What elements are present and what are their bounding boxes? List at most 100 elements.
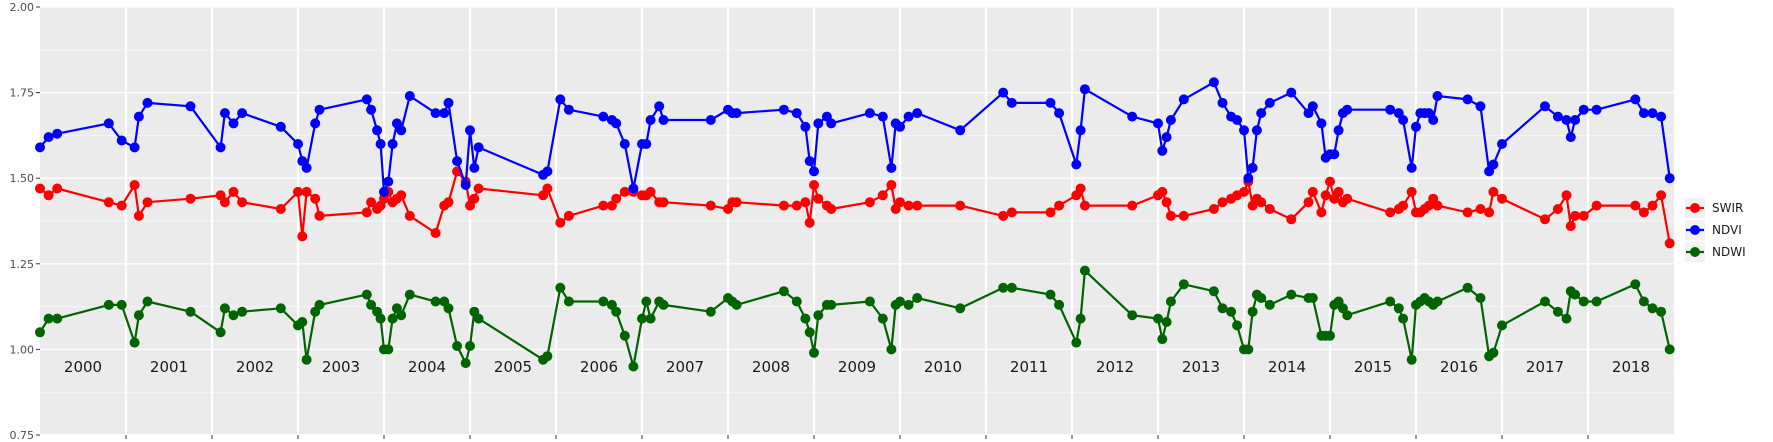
ndvi-data-point [654,101,665,112]
swir-data-point [877,190,888,201]
ndwi-data-point [142,296,153,307]
swir-data-point [1264,204,1275,214]
swir-data-point [1161,197,1172,208]
ndwi-data-point [1127,310,1138,321]
ndwi-data-point [1208,286,1219,297]
swir-data-point [1239,186,1249,197]
swir-data-point [473,183,484,194]
ndwi-data-point [1488,347,1499,358]
ndvi-data-point [628,183,639,194]
ndwi-data-point [383,344,394,355]
ndwi-data-point [1342,310,1353,321]
swir-data-point [1462,207,1473,218]
ndwi-data-point [43,313,54,324]
ndwi-data-point [1079,265,1090,276]
ndvi-data-point [1428,115,1439,125]
swir-data-point [1475,204,1486,214]
swir-data-point [469,193,480,204]
ndvi-data-point [658,115,669,125]
ndwi-data-point [1217,303,1228,314]
year-label: 2012 [1096,358,1134,376]
ndwi-data-point [1393,303,1404,314]
ndwi-data-point [1497,320,1507,331]
swir-data-point [1075,183,1086,194]
swir-data-point [998,210,1009,221]
ndwi-data-point [301,354,312,365]
ndvi-data-point [1045,97,1056,108]
swir-data-point [219,197,230,208]
swir-data-point [103,197,114,208]
year-label: 2002 [236,358,274,376]
ndwi-data-point [1325,330,1335,341]
swir-data-point [1342,193,1353,204]
ndvi-data-point [1316,118,1327,129]
ndwi-data-point [912,293,923,303]
ndvi-data-point [443,97,454,108]
swir-data-point [1286,214,1297,225]
ndwi-data-point [731,299,742,310]
swir-data-point [1054,200,1065,211]
ndwi-data-point [473,313,484,324]
swir-data-point [813,193,824,204]
ndwi-data-point [1664,344,1675,355]
swir-data-point [912,200,923,211]
legend: SWIR NDVI NDWI [1685,198,1746,262]
ndvi-data-point [1232,115,1243,125]
ndwi-data-point [430,296,441,307]
ndvi-legend-label: NDVI [1712,223,1742,237]
ndwi-data-point [375,313,386,324]
ndvi-data-point [1071,159,1082,170]
ndwi-data-point [641,296,652,307]
ndvi-data-point [275,121,286,132]
ndwi-data-point [804,327,815,338]
y-tick-label: 2.00 [10,1,35,14]
swir-data-point [886,180,897,190]
swir-data-point [1217,197,1228,208]
year-label: 2017 [1526,358,1564,376]
swir-data-point [404,210,415,221]
ndwi-data-point [645,313,656,324]
ndvi-data-point [903,111,914,122]
ndwi-data-point [1153,313,1163,324]
ndvi-data-point [1342,104,1353,115]
year-label: 2018 [1612,358,1650,376]
swir-data-point [1303,197,1314,208]
ndvi-data-point [1307,101,1318,112]
swir-data-point [297,231,308,242]
swir-data-point [133,210,144,221]
ndwi-data-point [1232,320,1243,331]
ndwi-data-point [185,306,196,317]
ndvi-data-point [563,104,574,115]
ndvi-data-point [826,118,837,129]
ndwi-data-point [1045,289,1056,300]
ndvi-data-point [219,108,230,119]
ndwi-data-point [895,296,905,307]
ndvi-data-point [1127,111,1138,122]
swir-data-point [1540,214,1550,225]
ndvi-data-point [705,115,716,125]
ndvi-data-point [301,162,312,173]
ndvi-data-point [804,156,815,167]
swir-legend-marker [1690,203,1700,213]
swir-data-point [1079,200,1090,211]
swir-data-point [864,197,875,208]
ndvi-data-point [387,139,398,149]
ndvi-data-point [1552,111,1563,122]
ndvi-data-point [619,139,630,149]
ndwi-data-point [1656,306,1667,317]
ndvi-data-point [361,94,372,105]
swir-data-point [1565,221,1576,232]
swir-data-point [129,180,140,190]
ndwi-data-point [116,299,127,310]
ndvi-data-point [473,142,484,153]
ndwi-data-point [387,313,398,324]
swir-data-point [705,200,716,211]
ndwi-data-point [396,310,407,321]
ndvi-data-point [641,139,652,149]
ndvi-data-point [1411,121,1421,132]
year-label: 2006 [580,358,618,376]
ndvi-data-point [1565,132,1576,143]
swir-data-point [310,193,321,204]
year-label: 2005 [494,358,532,376]
